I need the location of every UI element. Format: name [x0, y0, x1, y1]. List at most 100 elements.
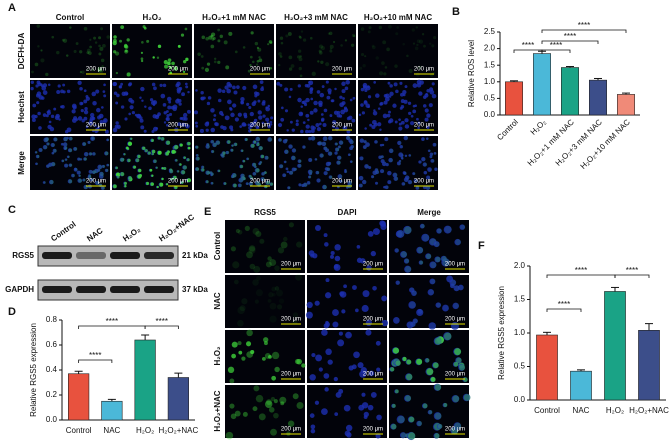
- nucleus: [328, 175, 333, 179]
- cell-signal: [335, 147, 340, 152]
- cell-signal: [284, 149, 289, 154]
- nucleus: [129, 105, 134, 110]
- nucleus: [297, 163, 302, 168]
- nucleus: [425, 92, 428, 96]
- nucleus: [302, 121, 306, 125]
- nucleus: [361, 111, 366, 115]
- cell-signal: [267, 256, 272, 261]
- cell-signal: [317, 60, 320, 63]
- scale-bar-label: 200 μm: [168, 67, 188, 73]
- cell-signal: [411, 28, 415, 32]
- cell-signal: [353, 34, 356, 38]
- scale-bar-label: 200 μm: [414, 67, 434, 73]
- scale-bar-label: 200 μm: [332, 67, 352, 73]
- nucleus: [310, 136, 316, 141]
- cell-signal: [362, 64, 366, 68]
- cell-signal: [61, 159, 65, 163]
- nucleus: [416, 117, 419, 121]
- row-label: GAPDH: [5, 285, 34, 294]
- cell-signal: [434, 433, 440, 439]
- nucleus: [305, 129, 309, 134]
- nucleus: [352, 285, 357, 290]
- cell-signal: [339, 140, 344, 145]
- nucleus: [253, 100, 257, 104]
- cell-signal: [34, 62, 39, 67]
- nucleus: [169, 112, 173, 116]
- cell-signal: [250, 176, 254, 180]
- nucleus: [277, 122, 283, 128]
- cell-signal: [43, 181, 46, 184]
- nucleus: [284, 138, 288, 142]
- cell-signal: [157, 44, 162, 49]
- nucleus: [411, 290, 417, 296]
- nucleus: [297, 84, 301, 88]
- cell-signal: [434, 337, 442, 345]
- nucleus: [404, 118, 409, 123]
- nucleus: [220, 125, 224, 129]
- cell-signal: [395, 248, 400, 253]
- nucleus: [345, 424, 353, 432]
- cell-signal: [179, 163, 182, 166]
- nucleus: [157, 112, 161, 116]
- cell-signal: [227, 366, 235, 374]
- nucleus: [370, 250, 376, 257]
- nucleus: [362, 290, 370, 298]
- scale-bar-label: 200 μm: [332, 123, 352, 129]
- cell-signal: [126, 72, 131, 77]
- nucleus: [151, 130, 155, 134]
- cell-signal: [289, 144, 293, 149]
- nucleus: [97, 164, 103, 170]
- nucleus: [60, 105, 63, 109]
- nucleus: [120, 105, 125, 109]
- nucleus: [78, 174, 81, 178]
- nucleus: [355, 308, 359, 313]
- cell-signal: [186, 158, 190, 162]
- nucleus: [417, 308, 423, 314]
- cell-signal: [49, 180, 54, 185]
- cell-signal: [35, 151, 38, 154]
- nucleus: [264, 155, 269, 160]
- cell-signal: [273, 399, 278, 404]
- nucleus: [199, 128, 204, 134]
- cell-signal: [247, 69, 251, 73]
- cell-signal: [115, 172, 121, 177]
- nucleus: [312, 253, 318, 259]
- nucleus: [85, 125, 89, 129]
- nucleus: [376, 367, 381, 372]
- nucleus: [34, 151, 38, 154]
- cell-signal: [325, 148, 330, 153]
- nucleus: [261, 121, 265, 125]
- cell-signal: [368, 166, 372, 169]
- cell-signal: [296, 241, 303, 248]
- nucleus: [453, 422, 462, 430]
- cell-signal: [210, 44, 215, 49]
- cell-signal: [318, 49, 322, 53]
- cell-signal: [88, 175, 92, 179]
- nucleus: [104, 168, 109, 173]
- column-header: NAC: [85, 226, 105, 243]
- cell-signal: [210, 34, 214, 38]
- nucleus: [113, 82, 118, 87]
- cell-signal: [434, 167, 438, 171]
- cell-signal: [120, 172, 125, 177]
- significance-bracket: [614, 274, 650, 278]
- cell-signal: [254, 165, 257, 168]
- cell-signal: [368, 26, 372, 30]
- nucleus: [400, 120, 405, 125]
- bar: [101, 400, 123, 421]
- cell-signal: [382, 143, 385, 147]
- cell-signal: [230, 148, 234, 152]
- cell-signal: [338, 145, 342, 149]
- nucleus: [396, 415, 405, 424]
- cell-signal: [360, 27, 365, 31]
- micrograph: [30, 24, 110, 78]
- bar: [561, 67, 579, 116]
- nucleus: [259, 161, 262, 164]
- nucleus: [433, 412, 442, 420]
- nucleus: [454, 238, 461, 246]
- nucleus: [372, 111, 378, 116]
- cell-signal: [63, 142, 68, 147]
- cell-signal: [245, 138, 248, 141]
- nucleus: [330, 254, 335, 259]
- cell-signal: [405, 373, 413, 381]
